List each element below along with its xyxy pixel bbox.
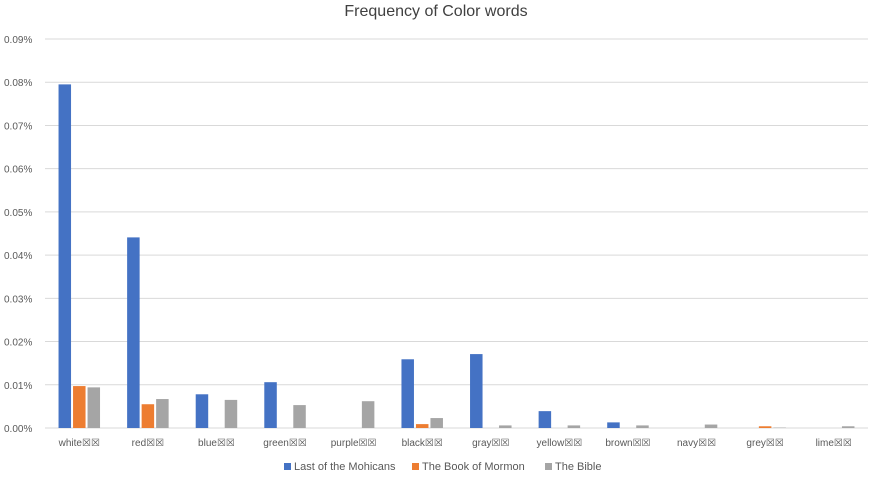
x-tick-label: grey☒☒	[746, 438, 783, 449]
x-tick-label: navy☒☒	[677, 438, 716, 449]
bar	[195, 394, 209, 428]
bar	[264, 382, 277, 428]
bar	[401, 359, 414, 428]
y-tick-label: 0.01%	[4, 381, 32, 392]
y-tick-label: 0.07%	[4, 121, 32, 132]
bar	[415, 424, 429, 428]
chart-title: Frequency of Color words	[344, 3, 528, 20]
bar	[73, 386, 86, 428]
bar	[156, 399, 169, 428]
y-tick-label: 0.02%	[4, 338, 32, 349]
bar	[841, 426, 855, 428]
bar	[224, 399, 238, 428]
y-tick-label: 0.00%	[4, 424, 32, 435]
bar	[538, 411, 552, 428]
x-tick-label: white☒☒	[58, 438, 100, 449]
x-tick-label: black☒☒	[402, 438, 443, 449]
bar	[758, 426, 772, 428]
y-tick-label: 0.04%	[4, 251, 32, 262]
y-tick-label: 0.05%	[4, 208, 32, 219]
legend-label: Last of the Mohicans	[294, 461, 396, 473]
x-tick-label: blue☒☒	[198, 438, 235, 449]
bar	[293, 405, 306, 428]
y-tick-label: 0.03%	[4, 294, 32, 305]
bar	[87, 387, 101, 428]
legend-label: The Bible	[555, 461, 601, 473]
bar	[704, 424, 718, 428]
x-tick-label: green☒☒	[263, 438, 307, 449]
bar	[430, 418, 443, 428]
x-tick-label: red☒☒	[132, 438, 164, 449]
legend-swatch	[284, 463, 291, 470]
x-tick-label: brown☒☒	[605, 438, 650, 449]
y-tick-label: 0.08%	[4, 78, 32, 89]
bar	[567, 425, 581, 428]
y-tick-label: 0.06%	[4, 165, 32, 176]
x-tick-label: yellow☒☒	[537, 438, 583, 449]
bar	[499, 425, 512, 428]
bar	[636, 425, 649, 428]
legend-swatch	[412, 463, 419, 470]
bar	[58, 84, 72, 428]
x-tick-label: lime☒☒	[816, 438, 852, 449]
bar	[361, 401, 375, 428]
y-tick-label: 0.09%	[4, 35, 32, 46]
bar	[141, 404, 155, 428]
bar	[470, 354, 483, 428]
x-tick-label: gray☒☒	[472, 438, 509, 449]
legend-label: The Book of Mormon	[422, 461, 525, 473]
legend-swatch	[545, 463, 552, 470]
bar	[127, 237, 140, 428]
bar	[607, 422, 620, 428]
x-tick-label: purple☒☒	[331, 438, 377, 449]
